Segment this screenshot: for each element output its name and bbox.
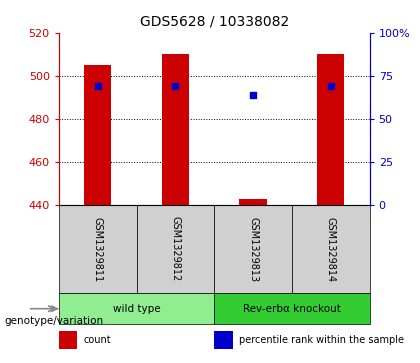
Bar	[59, 293, 214, 325]
Text: count: count	[84, 335, 111, 345]
Bar	[317, 54, 344, 205]
Bar	[59, 331, 77, 350]
Text: GSM1329811: GSM1329811	[93, 217, 102, 282]
Point	[172, 83, 179, 89]
Bar	[239, 199, 267, 205]
Bar	[292, 205, 370, 293]
Bar	[162, 54, 189, 205]
Text: genotype/variation: genotype/variation	[4, 316, 103, 326]
Bar	[84, 65, 111, 205]
Title: GDS5628 / 10338082: GDS5628 / 10338082	[139, 15, 289, 29]
Bar	[214, 205, 292, 293]
Text: GSM1329814: GSM1329814	[326, 217, 336, 282]
Point	[94, 83, 101, 89]
Text: GSM1329813: GSM1329813	[248, 217, 258, 282]
Text: Rev-erbα knockout: Rev-erbα knockout	[243, 304, 341, 314]
Bar	[214, 293, 370, 325]
Text: GSM1329812: GSM1329812	[171, 216, 180, 282]
Point	[328, 83, 334, 89]
Bar	[214, 331, 233, 350]
Bar	[136, 205, 214, 293]
Text: percentile rank within the sample: percentile rank within the sample	[239, 335, 404, 345]
Bar	[59, 205, 136, 293]
Text: wild type: wild type	[113, 304, 160, 314]
Point	[249, 92, 256, 98]
